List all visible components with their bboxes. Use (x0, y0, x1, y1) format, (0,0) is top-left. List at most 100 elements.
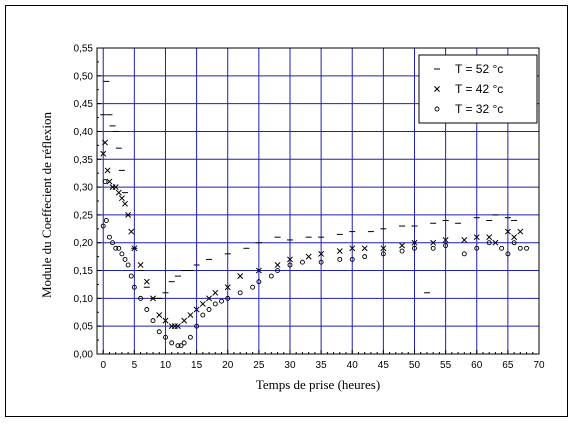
y-tick-label: 0,30 (74, 183, 94, 194)
x-axis-label: Temps de prise (heures) (256, 377, 380, 392)
data-point (181, 317, 188, 324)
data-point (305, 253, 312, 260)
legend-marker (434, 106, 440, 112)
legend-box (418, 54, 538, 124)
data-point (122, 256, 128, 262)
x-tick-label: 30 (284, 360, 296, 371)
legend: T = 52 °c T = 42 °c T = 32 °c (418, 54, 538, 124)
data-point (275, 268, 280, 273)
legend-entry: T = 52 °c (455, 62, 503, 76)
data-point (110, 240, 116, 246)
y-tick-labels: 0,00 0,05 0,10 0,15 0,20 0,25 0,30 0,35 0,40 0,45… (74, 44, 94, 361)
x-tick-label: 35 (316, 360, 328, 371)
data-point (144, 307, 150, 312)
legend-entry: T = 42 °c (455, 82, 503, 96)
data-point (274, 262, 281, 268)
data-point (255, 267, 262, 274)
y-tick-label: 0,15 (74, 266, 94, 277)
data-point (299, 259, 305, 265)
data-point (102, 179, 108, 184)
data-point (486, 240, 492, 246)
x-tick-label: 25 (253, 360, 265, 371)
data-point (411, 239, 418, 246)
data-point (337, 256, 343, 262)
data-point (125, 262, 131, 268)
data-point (268, 273, 274, 279)
data-point (287, 256, 293, 263)
data-point (336, 248, 343, 255)
data-point (380, 251, 386, 257)
data-point (178, 343, 184, 349)
data-point (517, 245, 523, 251)
data-point (443, 243, 449, 248)
data-point (100, 223, 106, 229)
data-point (504, 228, 511, 235)
data-points (100, 80, 529, 349)
data-point (143, 278, 150, 285)
data-point (361, 245, 368, 252)
data-point (224, 284, 231, 291)
x-tick-label: 65 (502, 360, 514, 371)
data-point (116, 245, 122, 251)
data-point (187, 312, 194, 319)
y-tick-label: 0,05 (74, 322, 94, 333)
y-axis-label: Module du Coeffecient de réflexion (39, 111, 54, 298)
series-circle (100, 179, 529, 349)
data-point (138, 295, 144, 301)
data-point (524, 245, 529, 251)
data-point (206, 295, 213, 302)
data-point (206, 307, 212, 312)
x-tick-label: 10 (160, 360, 172, 371)
data-point (156, 329, 162, 335)
data-point (219, 298, 224, 304)
x-tick-label: 0 (100, 360, 106, 371)
data-point (287, 262, 293, 268)
data-point (474, 245, 480, 251)
data-point (194, 323, 200, 329)
data-point (119, 251, 125, 257)
data-point (492, 239, 499, 246)
data-point (131, 245, 138, 252)
data-point (256, 279, 262, 285)
series-dash (100, 80, 518, 299)
data-point (511, 240, 517, 246)
data-point (163, 334, 168, 340)
data-point (150, 318, 156, 324)
data-point (100, 150, 107, 157)
data-point (162, 317, 169, 324)
data-point (250, 284, 256, 290)
data-point (362, 254, 368, 260)
data-point (156, 312, 163, 319)
data-point (349, 245, 356, 252)
x-tick-label: 70 (533, 360, 545, 371)
data-point (113, 245, 119, 251)
data-point (511, 234, 518, 241)
x-tick-label: 20 (222, 360, 234, 371)
data-point (106, 178, 113, 185)
data-point (399, 242, 405, 249)
data-point (115, 189, 122, 196)
data-point (169, 340, 175, 346)
data-point (430, 245, 436, 251)
data-point (237, 273, 244, 280)
data-point (103, 218, 109, 223)
x-tick-label: 50 (409, 360, 421, 371)
legend-entry: T = 32 °c (455, 102, 503, 116)
data-point (212, 289, 219, 296)
data-point (318, 250, 325, 257)
data-point (128, 228, 135, 235)
y-tick-label: 0,00 (74, 350, 94, 361)
data-point (122, 200, 128, 207)
data-point (107, 234, 112, 240)
data-point (125, 211, 132, 218)
data-point (187, 334, 193, 340)
data-point (128, 273, 134, 279)
data-point (442, 236, 449, 243)
data-point (175, 343, 181, 349)
data-point (131, 284, 137, 290)
data-point (118, 195, 125, 202)
data-point (193, 306, 200, 313)
data-point (486, 234, 493, 241)
y-tick-label: 0,55 (74, 44, 94, 55)
data-point (349, 256, 355, 262)
